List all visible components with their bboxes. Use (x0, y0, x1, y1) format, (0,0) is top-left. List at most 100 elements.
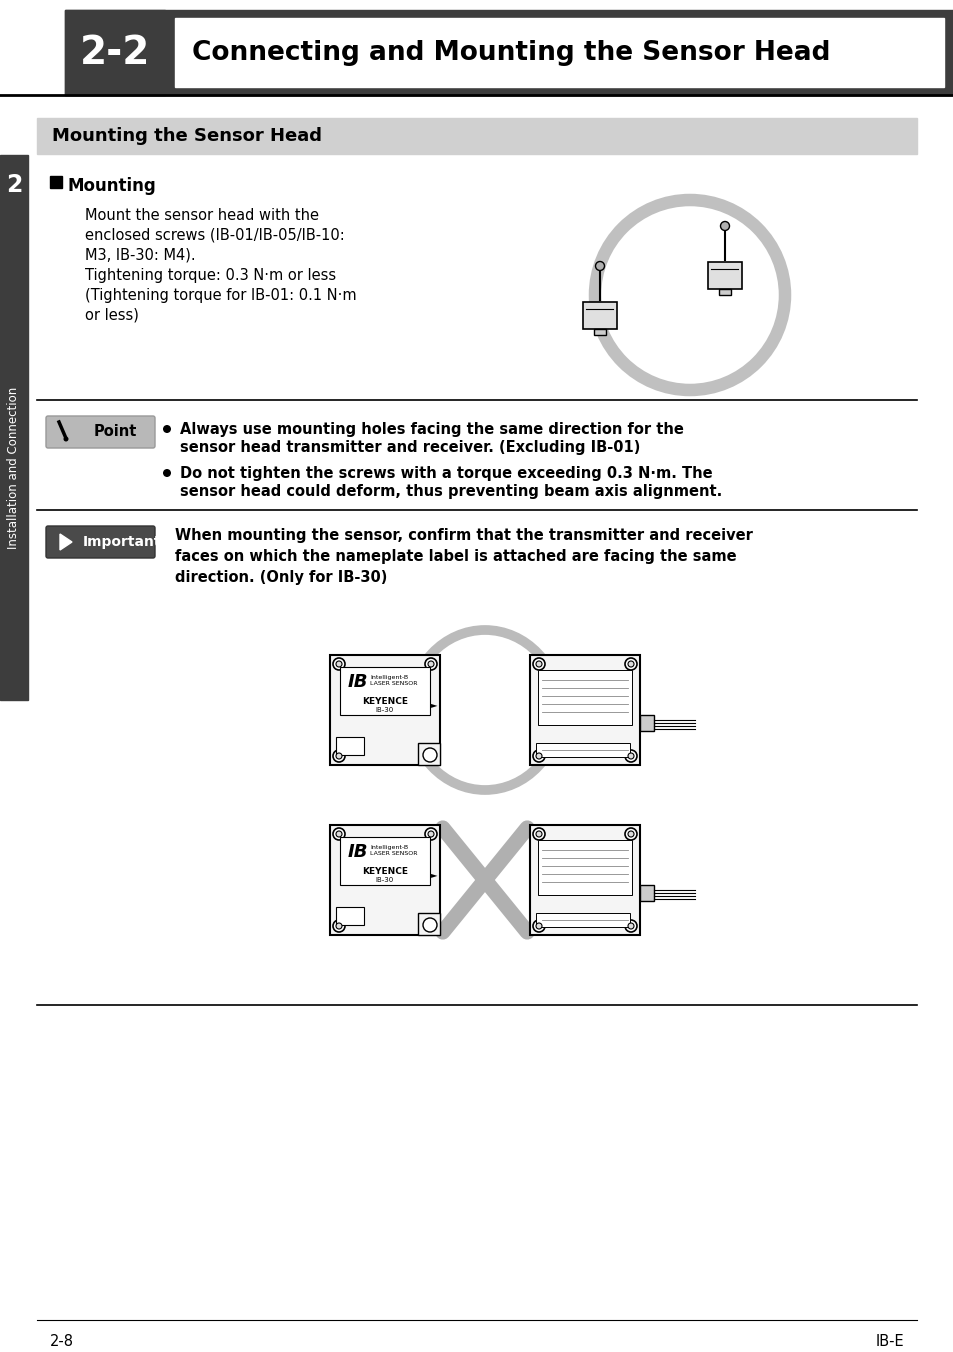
Text: Intelligent-B
LASER SENSOR: Intelligent-B LASER SENSOR (370, 675, 417, 685)
Text: 2-8: 2-8 (50, 1334, 74, 1349)
Text: Do not tighten the screws with a torque exceeding 0.3 N·m. The: Do not tighten the screws with a torque … (180, 466, 712, 481)
Text: Point: Point (93, 425, 136, 439)
Circle shape (64, 437, 69, 442)
Bar (339, 667, 430, 715)
Bar (335, 737, 364, 754)
Circle shape (422, 918, 436, 932)
Bar (330, 654, 439, 765)
Circle shape (624, 919, 637, 932)
Bar (537, 671, 631, 725)
Circle shape (536, 831, 541, 837)
Circle shape (424, 750, 436, 763)
Text: Installation and Connection: Installation and Connection (8, 387, 20, 549)
Circle shape (333, 750, 345, 763)
Circle shape (422, 748, 436, 763)
Text: enclosed screws (IB-01/IB-05/IB-10:: enclosed screws (IB-01/IB-05/IB-10: (85, 228, 344, 243)
Text: KEYENCE: KEYENCE (361, 867, 408, 876)
Text: 2-2: 2-2 (80, 34, 150, 72)
Bar (65, 9, 953, 95)
Text: Tightening torque: 0.3 N·m or less: Tightening torque: 0.3 N·m or less (85, 268, 335, 283)
Bar (174, 18, 943, 87)
Circle shape (533, 658, 544, 671)
Bar (50, 176, 62, 188)
Circle shape (335, 661, 341, 667)
Bar (718, 289, 731, 295)
Text: Mounting: Mounting (68, 177, 156, 195)
Bar (0, 155, 28, 700)
Text: KEYENCE: KEYENCE (361, 698, 408, 706)
Circle shape (533, 827, 544, 840)
Bar (0, 9, 65, 95)
Bar (530, 825, 639, 936)
Bar (335, 907, 364, 925)
Text: Connecting and Mounting the Sensor Head: Connecting and Mounting the Sensor Head (192, 39, 830, 65)
Text: Intelligent-B
LASER SENSOR: Intelligent-B LASER SENSOR (370, 845, 417, 856)
Bar (593, 329, 606, 335)
Bar (530, 654, 639, 765)
Bar (417, 744, 439, 765)
Circle shape (333, 658, 345, 671)
Circle shape (627, 923, 634, 929)
Bar (65, 9, 165, 95)
Text: sensor head transmitter and receiver. (Excluding IB-01): sensor head transmitter and receiver. (E… (180, 439, 639, 456)
Circle shape (536, 661, 541, 667)
Circle shape (428, 831, 434, 837)
Text: faces on which the nameplate label is attached are facing the same: faces on which the nameplate label is at… (174, 549, 736, 564)
Text: or less): or less) (85, 308, 139, 323)
Text: (Tightening torque for IB-01: 0.1 N·m: (Tightening torque for IB-01: 0.1 N·m (85, 288, 356, 303)
Circle shape (533, 750, 544, 763)
Circle shape (428, 753, 434, 758)
Circle shape (428, 923, 434, 929)
Circle shape (333, 827, 345, 840)
Bar (537, 840, 631, 895)
FancyBboxPatch shape (46, 416, 154, 448)
Bar (536, 744, 629, 757)
Text: Mount the sensor head with the: Mount the sensor head with the (85, 208, 318, 223)
Text: 2: 2 (6, 173, 22, 197)
Polygon shape (60, 534, 71, 550)
Text: IB-30: IB-30 (375, 877, 394, 883)
Circle shape (624, 827, 637, 840)
Circle shape (163, 425, 171, 433)
Text: Mounting the Sensor Head: Mounting the Sensor Head (52, 127, 322, 145)
Circle shape (627, 661, 634, 667)
Bar (37, 118, 916, 154)
Bar (582, 301, 617, 329)
Circle shape (536, 923, 541, 929)
Circle shape (533, 919, 544, 932)
Circle shape (424, 919, 436, 932)
Text: Always use mounting holes facing the same direction for the: Always use mounting holes facing the sam… (180, 422, 683, 437)
Circle shape (536, 753, 541, 758)
Circle shape (624, 750, 637, 763)
Circle shape (163, 469, 171, 477)
Circle shape (595, 261, 604, 270)
Bar (639, 715, 654, 731)
Bar (417, 913, 439, 936)
Circle shape (624, 658, 637, 671)
Circle shape (335, 831, 341, 837)
Circle shape (627, 831, 634, 837)
Bar (639, 886, 654, 902)
Text: IB-E: IB-E (875, 1334, 903, 1349)
Text: IB-30: IB-30 (375, 707, 394, 713)
Circle shape (424, 827, 436, 840)
Bar (339, 837, 430, 886)
Circle shape (333, 919, 345, 932)
Text: When mounting the sensor, confirm that the transmitter and receiver: When mounting the sensor, confirm that t… (174, 529, 752, 544)
Text: M3, IB-30: M4).: M3, IB-30: M4). (85, 247, 195, 264)
Bar (536, 913, 629, 927)
Text: direction. (Only for IB-30): direction. (Only for IB-30) (174, 571, 387, 585)
Text: ►: ► (431, 700, 436, 710)
Circle shape (720, 222, 729, 230)
Circle shape (428, 661, 434, 667)
Text: ►: ► (431, 871, 436, 880)
Text: Important: Important (83, 535, 161, 549)
Bar (330, 825, 439, 936)
Text: sensor head could deform, thus preventing beam axis alignment.: sensor head could deform, thus preventin… (180, 484, 721, 499)
Circle shape (335, 753, 341, 758)
Circle shape (335, 923, 341, 929)
Text: IB: IB (348, 844, 368, 861)
Circle shape (627, 753, 634, 758)
Circle shape (424, 658, 436, 671)
Bar (707, 262, 741, 289)
